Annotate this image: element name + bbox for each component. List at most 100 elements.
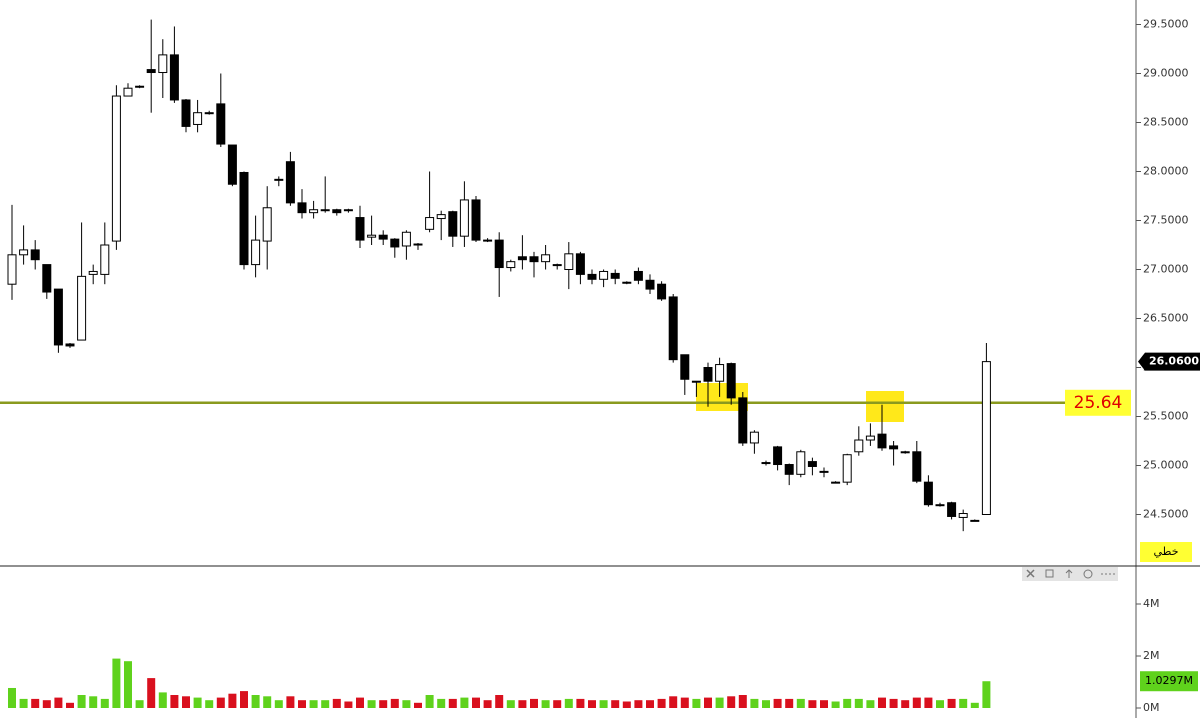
y-tick-label: 24.5000: [1143, 508, 1189, 521]
candle-body: [761, 462, 771, 465]
settings-icon[interactable]: [1083, 569, 1093, 579]
volume-bar: [727, 696, 736, 708]
volume-bar: [31, 698, 40, 708]
volume-bar: [309, 700, 318, 708]
candle-body: [459, 199, 469, 237]
candle-body: [123, 87, 133, 97]
candle-body: [135, 85, 145, 88]
candle-body: [483, 239, 493, 242]
volume-bar: [298, 700, 306, 708]
candle-body: [819, 470, 829, 473]
volume-bar: [251, 695, 260, 708]
candle-body: [796, 451, 806, 475]
volume-bar: [321, 700, 330, 708]
candle-body: [274, 178, 284, 181]
volume-bar: [669, 696, 678, 708]
volume-bar: [576, 698, 585, 708]
volume-bar: [553, 700, 562, 708]
candle-body: [401, 231, 411, 247]
candle-body: [529, 256, 539, 263]
volume-bar: [738, 695, 747, 708]
volume-bar: [530, 698, 538, 708]
volume-bar: [970, 702, 979, 708]
candle-body: [923, 481, 933, 506]
volume-bar: [402, 700, 411, 708]
volume-bar: [808, 700, 817, 708]
volume-bar: [889, 698, 898, 708]
candle-body: [773, 446, 783, 466]
candle-body: [251, 239, 261, 266]
candle-body: [633, 270, 643, 281]
candle-body: [668, 296, 678, 361]
candle-body: [691, 380, 701, 383]
candle-body: [378, 234, 388, 240]
volume-bar: [414, 702, 422, 708]
volume-bar: [611, 700, 620, 708]
candle-body: [900, 451, 910, 454]
candle-body: [425, 217, 435, 230]
candle-body: [865, 435, 875, 441]
candle-body: [193, 112, 203, 125]
candle-body: [680, 354, 690, 380]
volume-bar: [66, 702, 74, 708]
close-icon[interactable]: [1026, 569, 1035, 578]
y-tick-label: 25.5000: [1143, 410, 1189, 423]
candle-body: [7, 254, 17, 285]
candle-body: [77, 275, 87, 341]
volume-bar: [866, 700, 875, 708]
volume-bar: [820, 700, 828, 708]
y-tick-label: 26.5000: [1143, 312, 1189, 325]
candle-body: [912, 451, 922, 482]
candle-body: [204, 112, 214, 115]
y-tick-label: 4M: [1143, 597, 1160, 610]
volume-bar: [634, 700, 643, 708]
highlight: [866, 391, 904, 422]
volume-bar: [158, 692, 167, 708]
candle-body: [877, 433, 887, 449]
volume-bar: [680, 697, 689, 708]
candle-body: [227, 144, 237, 185]
volume-bar: [472, 697, 480, 708]
volume-bar: [564, 698, 573, 708]
candle-body: [471, 199, 481, 241]
volume-bar: [332, 698, 341, 708]
volume-bar: [518, 700, 527, 708]
candle-body: [239, 171, 249, 266]
candle-body: [367, 234, 377, 238]
volume-bar: [228, 693, 237, 708]
volume-bar: [588, 700, 596, 708]
style-label[interactable]: خطي: [1154, 545, 1179, 558]
candle-body: [494, 239, 504, 269]
volume-bar: [959, 698, 968, 708]
maximize-icon[interactable]: [1045, 569, 1054, 578]
candle-body: [332, 209, 342, 214]
volume-bar: [692, 698, 701, 708]
volume-bar: [878, 697, 886, 708]
candle-body: [285, 161, 295, 204]
last-volume-bg: [1140, 671, 1198, 692]
volume-bar: [147, 678, 156, 708]
candle-body: [169, 54, 179, 101]
volume-bar: [483, 700, 492, 708]
volume-bar: [240, 691, 248, 708]
y-tick-label: 27.5000: [1143, 214, 1189, 227]
volume-bar: [912, 697, 921, 708]
candle-body: [413, 243, 423, 246]
level-label: 25.64: [1074, 393, 1123, 413]
candle-body: [807, 461, 817, 467]
up-icon[interactable]: [1065, 569, 1073, 578]
volume-bar: [448, 698, 457, 708]
volume-bar: [924, 697, 933, 708]
candle-body: [715, 364, 725, 382]
candle-body: [738, 397, 748, 444]
candle-body: [842, 454, 852, 483]
volume-bar: [982, 681, 991, 708]
pane-toolbar[interactable]: [1022, 567, 1118, 581]
candle-body: [390, 238, 400, 248]
volume-bar: [425, 695, 434, 708]
toolbar-bg: [1022, 567, 1118, 581]
volume-bar: [506, 700, 515, 708]
candle-body: [935, 504, 945, 507]
volume-bar: [622, 701, 631, 708]
